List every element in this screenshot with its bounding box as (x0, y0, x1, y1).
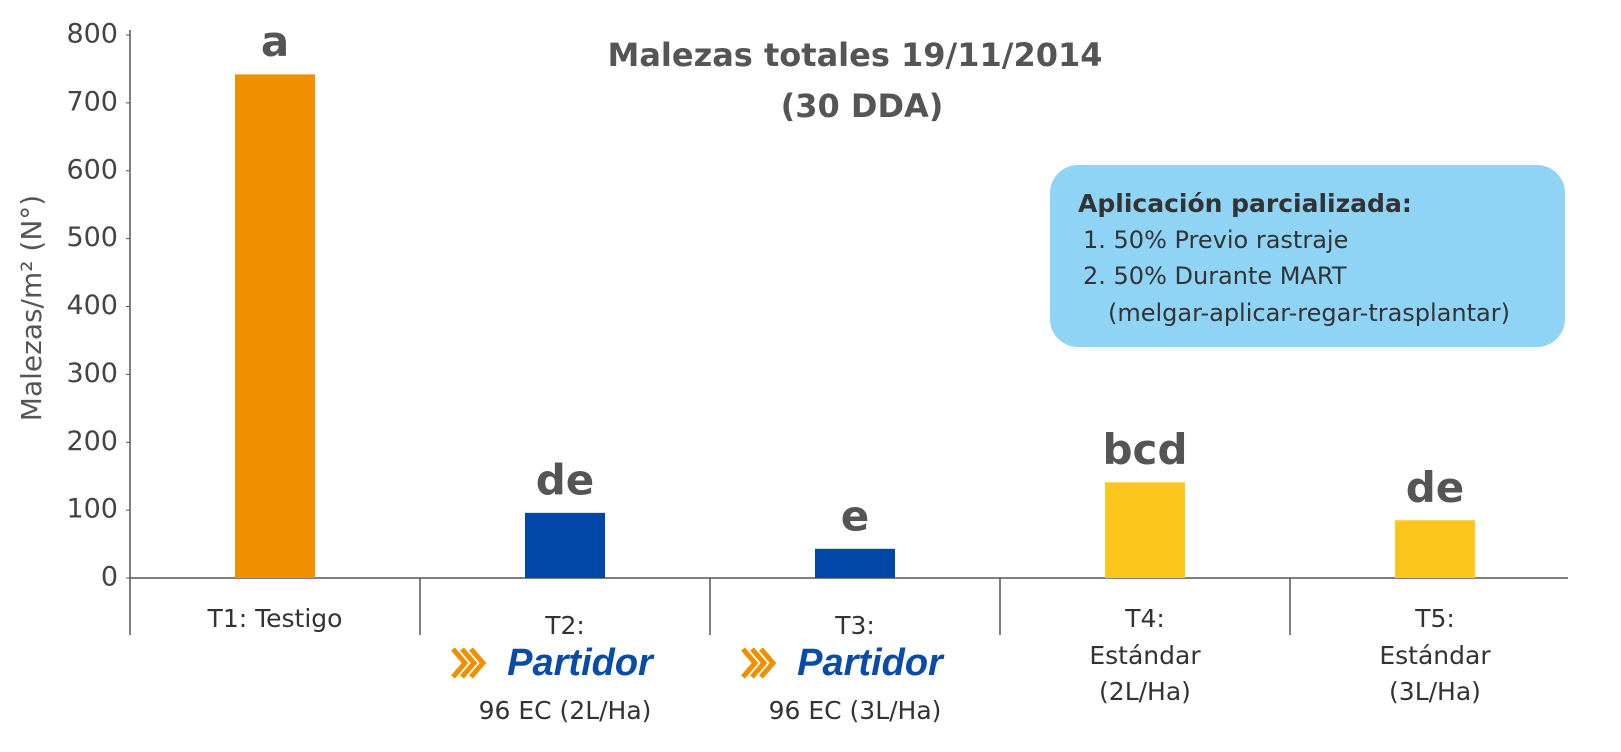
logo-chevron (741, 647, 759, 679)
x-tick-label: (2L/Ha) (1099, 677, 1191, 706)
y-axis-label: Malezas/m² (N°) (15, 195, 48, 421)
logo-chevron (451, 647, 469, 679)
x-tick-label: 96 EC (3L/Ha) (769, 696, 942, 725)
y-tick-label: 500 (66, 222, 118, 253)
x-tick-label: (3L/Ha) (1389, 677, 1481, 706)
x-tick-label: T4: (1124, 604, 1165, 633)
x-tick-label: Estándar (1379, 641, 1491, 670)
x-tick-label: T2: (544, 611, 585, 640)
y-tick-label: 800 (66, 19, 118, 50)
y-tick-label: 0 (101, 562, 118, 593)
logo-text: Partidor (797, 642, 945, 684)
y-tick-label: 100 (66, 494, 118, 525)
chart-title: Malezas totales 19/11/2014 (607, 36, 1102, 74)
logo-chevron (460, 647, 478, 679)
significance-letter: de (1406, 463, 1465, 512)
y-tick-label: 300 (66, 358, 118, 389)
x-tick-label: Estándar (1089, 641, 1201, 670)
significance-letter: de (536, 455, 595, 504)
note-item: (melgar-aplicar-regar-trasplantar) (1108, 299, 1510, 327)
note-title: Aplicación parcializada: (1078, 189, 1412, 218)
significance-letter: bcd (1102, 425, 1187, 474)
logo-chevron (469, 647, 487, 679)
logo-chevron (759, 647, 777, 679)
significance-letter: e (841, 491, 870, 540)
significance-letter: a (261, 17, 289, 66)
logo-text: Partidor (507, 642, 655, 684)
x-tick-label: T1: Testigo (207, 604, 343, 633)
chart-title: (30 DDA) (781, 87, 944, 125)
bar (1395, 520, 1475, 578)
y-tick-label: 600 (66, 154, 118, 185)
logo-chevron (750, 647, 768, 679)
x-tick-label: T5: (1414, 604, 1455, 633)
bar (815, 548, 895, 578)
note-item: 2. 50% Durante MART (1083, 262, 1347, 290)
y-tick-label: 700 (66, 86, 118, 117)
note-box (1050, 165, 1565, 347)
note-item: 1. 50% Previo rastraje (1083, 226, 1348, 254)
x-tick-label: T3: (834, 611, 875, 640)
x-tick-label: 96 EC (2L/Ha) (479, 696, 652, 725)
bar (525, 512, 605, 578)
bar (1105, 482, 1185, 578)
y-tick-label: 400 (66, 290, 118, 321)
y-tick-label: 200 (66, 426, 118, 457)
bar (235, 74, 315, 579)
